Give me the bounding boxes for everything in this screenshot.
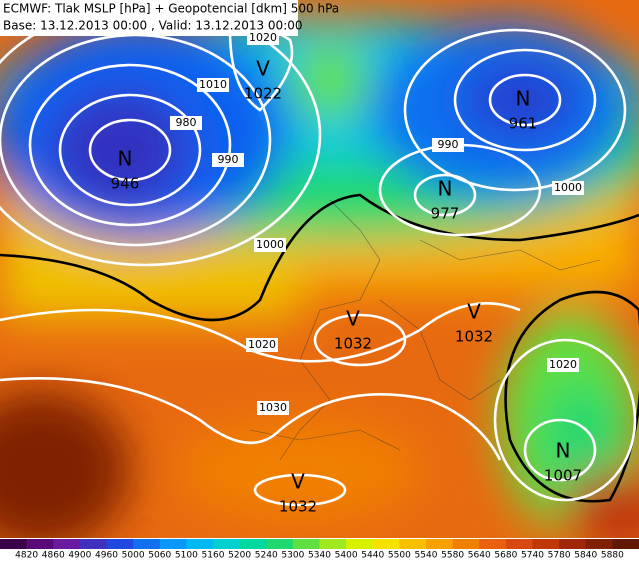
colorbar-swatch [186,539,214,549]
isobar-label: 1000 [554,181,582,194]
isobar-label-bg [197,78,229,92]
colorbar-label: 4900 [68,551,91,561]
colorbar-label: 5680 [494,551,517,561]
center-value: 977 [431,205,460,223]
colorbar-label: 5840 [574,551,597,561]
isobar-label-bg [247,31,279,45]
colorbar-swatch [372,539,400,549]
isobar-label: 1020 [249,31,277,44]
colorbar-swatch [159,539,187,549]
field [0,0,639,538]
colorbar-swatch [106,539,134,549]
isobar-label-bg [170,116,202,130]
isobar-label-bg [432,138,464,152]
colorbar-swatch [426,539,454,549]
colorbar-swatch [213,539,241,549]
colorbar-swatch [479,539,507,549]
isobar-label-bg [552,181,584,195]
colorbar-label: 5780 [548,551,571,561]
colorbar-swatch [26,539,54,549]
isobar-label: 990 [218,153,239,166]
colorbar-label: 5580 [441,551,464,561]
center-value: 961 [509,115,538,133]
colorbar-swatch [239,539,267,549]
center-symbol: N [516,87,531,111]
isobar-label: 1020 [248,338,276,351]
isobar-label-bg [547,358,579,372]
center-value: 946 [111,175,140,193]
colorbar-swatch [0,539,28,549]
isobar-label-bg [246,338,278,352]
isobar-label: 990 [438,138,459,151]
center-symbol: N [118,147,133,171]
colorbar-swatch [292,539,320,549]
header-subtitle: Base: 13.12.2013 00:00 , Valid: 13.12.20… [3,19,303,33]
center-symbol: V [256,57,270,81]
center-symbol: V [346,307,360,331]
colorbar-swatch [79,539,107,549]
center-value: 1007 [544,467,582,485]
coastline [249,199,601,461]
center-symbol: V [291,470,305,494]
colorbar-swatch [399,539,427,549]
center-value: 1032 [334,335,372,353]
colorbar-swatch [452,539,480,549]
isobar-label: 1030 [259,401,287,414]
colorbar-swatch [266,539,294,549]
isobar-label: 980 [176,116,197,129]
colorbar-swatch [505,539,533,549]
isobar-label: 1020 [549,358,577,371]
center-value: 1032 [279,498,317,516]
center-value: 1022 [244,85,282,103]
colorbar-label: 5160 [202,551,225,561]
isobar-label-bg [254,238,286,252]
center-symbol: N [438,177,453,201]
header-bg [0,0,298,36]
colorbar-swatch [559,539,587,549]
colorbar-label: 5400 [335,551,358,561]
colorbar-label: 5000 [122,551,145,561]
colorbar-label: 5100 [175,551,198,561]
colorbar-label: 5300 [281,551,304,561]
colorbar-label: 5540 [415,551,438,561]
center-value: 1032 [455,328,493,346]
isobar-label-bg [257,401,289,415]
colorbar-label: 5200 [228,551,251,561]
colorbar-label: 5740 [521,551,544,561]
isobar-label-bg [212,153,244,167]
colorbar-label: 5340 [308,551,331,561]
reference-contour [0,193,639,322]
colorbar-label: 5240 [255,551,278,561]
colorbar-label: 5640 [468,551,491,561]
colorbar-label: 4960 [95,551,118,561]
colorbar-label: 4860 [42,551,65,561]
colorbar-label: 5880 [601,551,624,561]
colorbar-swatch [612,539,639,549]
colorbar-swatch [53,539,81,549]
isobar-label: 1010 [199,78,227,91]
header-title: ECMWF: Tlak MSLP [hPa] + Geopotencial [d… [3,2,339,16]
center-symbol: N [556,439,571,463]
colorbar-swatch [585,539,613,549]
colorbar-swatch [133,539,161,549]
colorbar-label: 5060 [148,551,171,561]
colorbar-label: 5500 [388,551,411,561]
isobar-label: 1000 [256,238,284,251]
colorbar-swatch [346,539,374,549]
center-symbol: V [467,300,481,324]
colorbar-swatch [319,539,347,549]
colorbar-label: 4820 [15,551,38,561]
colorbar-swatch [532,539,560,549]
colorbar-label: 5440 [361,551,384,561]
